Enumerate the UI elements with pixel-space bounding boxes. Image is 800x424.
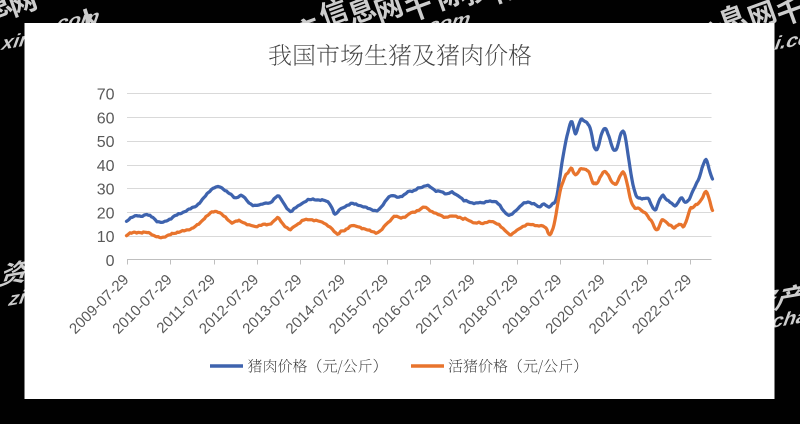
svg-text:20: 20 [97, 205, 115, 222]
svg-text:70: 70 [97, 87, 115, 104]
svg-text:0: 0 [106, 253, 115, 270]
svg-text:30: 30 [97, 182, 115, 199]
svg-text:60: 60 [97, 110, 115, 127]
svg-text:10: 10 [97, 229, 115, 246]
svg-text:40: 40 [97, 158, 115, 175]
svg-text:50: 50 [97, 134, 115, 151]
